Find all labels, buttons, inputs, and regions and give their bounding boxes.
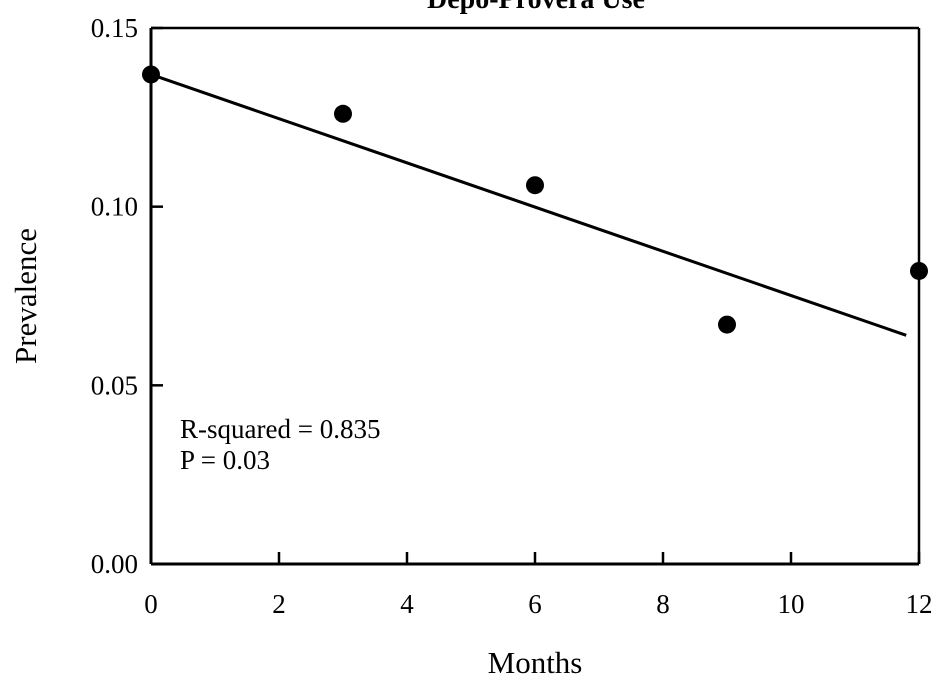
x-tick-label: 6 [528,589,542,619]
data-point [334,104,352,123]
x-tick-label: 2 [272,589,286,619]
x-tick-label: 0 [144,589,158,619]
y-tick-label: 0.05 [91,370,138,400]
trendline [150,73,907,337]
x-tick-label: 12 [906,589,933,619]
x-tick-label: 10 [778,589,805,619]
x-tick-label: 4 [400,589,414,619]
data-point [718,315,736,334]
annotation-p-value: P = 0.03 [180,445,270,475]
annotation-r-squared: R-squared = 0.835 [180,414,380,444]
data-points [142,65,928,334]
trendline-group [150,73,907,337]
chart-title: Depo-Provera Use [427,0,645,15]
x-axis-ticks: 0 2 4 6 8 10 12 [144,552,933,619]
data-point [142,65,160,84]
x-tick-label: 8 [656,589,670,619]
y-axis-ticks: 0.00 0.05 0.10 0.15 [91,13,163,579]
y-tick-label: 0.10 [91,192,138,222]
x-axis-title: Months [488,645,583,677]
y-axis-title: Prevalence [8,228,43,364]
y-tick-label: 0.00 [91,549,138,579]
data-point [526,176,544,195]
y-tick-label: 0.15 [91,13,138,43]
data-point [910,261,928,280]
plot-frame [149,26,921,566]
